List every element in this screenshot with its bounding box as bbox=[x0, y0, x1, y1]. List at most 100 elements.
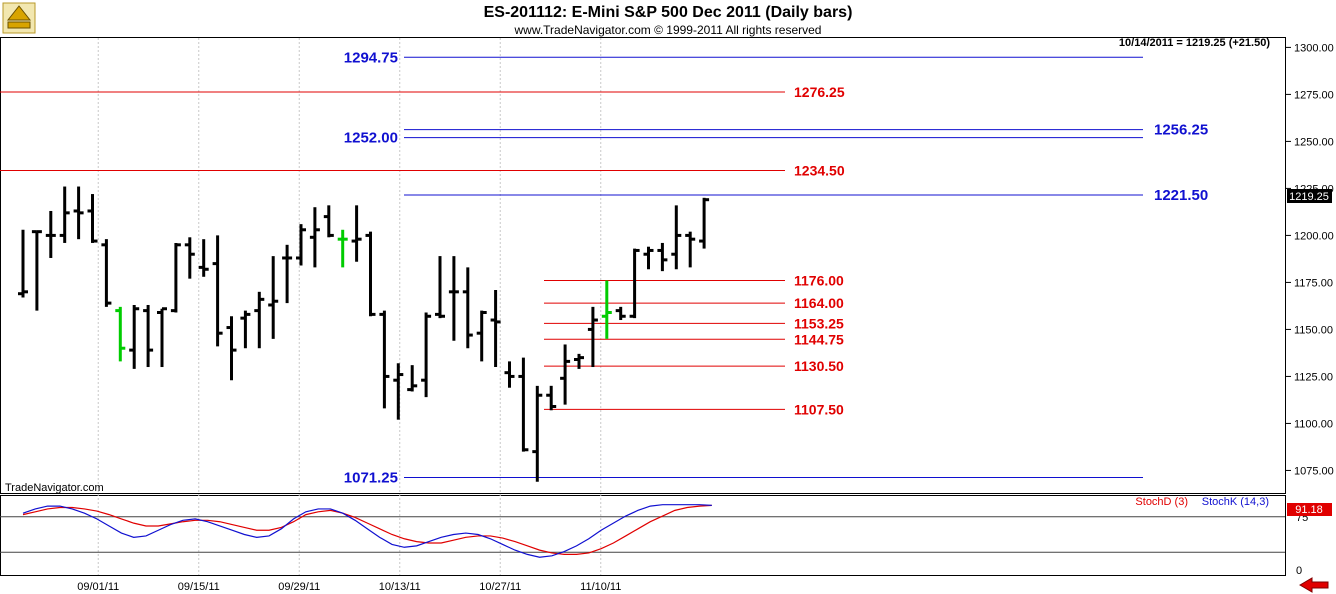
ohlc-bar bbox=[115, 306, 126, 362]
x-tick-label: 09/15/11 bbox=[178, 581, 220, 593]
ohlc-bar bbox=[282, 244, 293, 304]
y-tick-label: 1275.00 bbox=[1294, 89, 1334, 101]
stoch-tick-label: 0 bbox=[1296, 565, 1302, 577]
ohlc-bar bbox=[421, 312, 432, 398]
level-label: 1153.25 bbox=[794, 315, 844, 331]
y-tick-label: 1100.00 bbox=[1294, 418, 1333, 430]
ohlc-bar bbox=[337, 229, 348, 268]
ohlc-bar bbox=[574, 353, 584, 369]
ohlc-bar bbox=[101, 239, 112, 307]
ohlc-bar bbox=[643, 246, 654, 270]
ohlc-bar bbox=[504, 361, 515, 388]
level-label: 1176.00 bbox=[794, 273, 844, 289]
level-label: 1071.25 bbox=[344, 469, 398, 486]
ohlc-bar bbox=[671, 205, 682, 270]
chart-title: ES-201112: E-Mini S&P 500 Dec 2011 (Dail… bbox=[484, 4, 853, 21]
ohlc-bar bbox=[73, 186, 84, 240]
ohlc-bar bbox=[560, 344, 571, 405]
grid bbox=[97, 38, 602, 575]
level-label: 1234.50 bbox=[794, 163, 845, 179]
y-tick-label: 1250.00 bbox=[1294, 136, 1334, 148]
x-tick-label: 09/29/11 bbox=[278, 581, 320, 593]
level-label: 1294.75 bbox=[344, 49, 398, 66]
y-tick-label: 1125.00 bbox=[1294, 371, 1333, 383]
stochastic-panel bbox=[0, 504, 1285, 558]
level-label: 1256.25 bbox=[1154, 122, 1208, 139]
ohlc-bar bbox=[462, 267, 473, 349]
ohlc-bar bbox=[685, 231, 696, 268]
stoch-panel-frame bbox=[0, 495, 1286, 576]
stoch-d-legend: StochD (3) bbox=[1135, 496, 1188, 508]
ohlc-bar bbox=[170, 242, 181, 313]
y-tick-label: 1200.00 bbox=[1294, 230, 1334, 242]
ohlc-bar bbox=[407, 365, 418, 392]
x-tick-label: 09/01/11 bbox=[77, 581, 119, 593]
tradenavigator-logo-icon[interactable] bbox=[2, 2, 36, 34]
ohlc-bar bbox=[490, 289, 501, 368]
ohlc-bar bbox=[18, 229, 28, 298]
ohlc-bar bbox=[587, 306, 598, 368]
x-tick-label: 10/13/11 bbox=[379, 581, 421, 593]
ohlc-bar bbox=[59, 186, 70, 243]
level-lines: 1294.75 1276.25 1256.25 1252.00 1234.50 1221.… bbox=[0, 49, 1208, 486]
ohlc-bar bbox=[615, 306, 626, 321]
ohlc-bar bbox=[31, 230, 42, 311]
y-tick-label: 1150.00 bbox=[1294, 324, 1333, 336]
ohlc-bar bbox=[45, 210, 56, 258]
y-tick-label: 1075.00 bbox=[1294, 465, 1334, 477]
y-tick-label: 1300.00 bbox=[1294, 42, 1334, 54]
ohlc-bar bbox=[351, 205, 362, 262]
ohlc-bar bbox=[629, 248, 640, 319]
level-label: 1164.00 bbox=[794, 295, 844, 311]
ohlc-bar bbox=[240, 310, 251, 349]
level-label: 1276.25 bbox=[794, 84, 845, 100]
level-label: 1252.00 bbox=[344, 130, 398, 147]
x-axis: 09/01/11 09/15/11 09/29/11 10/13/11 10/27/11… bbox=[77, 581, 621, 593]
ohlc-bar bbox=[129, 304, 140, 369]
ohlc-bar bbox=[699, 197, 710, 249]
stoch-value-tag bbox=[1287, 503, 1332, 516]
ohlc-bar bbox=[532, 385, 543, 482]
level-label: 1107.50 bbox=[794, 401, 844, 417]
ohlc-bar bbox=[323, 205, 334, 238]
level-label: 1130.50 bbox=[794, 358, 844, 374]
ohlc-bar bbox=[184, 237, 195, 279]
price-bars bbox=[18, 186, 710, 482]
ohlc-bar bbox=[212, 235, 223, 347]
scroll-left-arrow-icon[interactable] bbox=[1297, 577, 1331, 593]
y-tick-label: 1175.00 bbox=[1294, 277, 1333, 289]
ohlc-bar bbox=[254, 291, 265, 349]
ohlc-bar bbox=[268, 256, 279, 339]
ohlc-bar bbox=[448, 256, 459, 341]
last-price-tag bbox=[1287, 189, 1332, 203]
ohlc-bar bbox=[601, 280, 612, 339]
ohlc-bar bbox=[546, 385, 557, 411]
ohlc-bar bbox=[393, 363, 404, 420]
level-label: 1221.50 bbox=[1154, 187, 1208, 204]
x-tick-label: 10/27/11 bbox=[479, 581, 521, 593]
ohlc-bar bbox=[365, 231, 376, 317]
ohlc-bar bbox=[296, 224, 306, 266]
ohlc-bar bbox=[157, 307, 167, 368]
last-quote: 10/14/2011 = 1219.25 (+21.50) bbox=[1119, 37, 1270, 49]
level-label: 1144.75 bbox=[794, 331, 844, 347]
last-price-label: 1219.25 bbox=[1289, 191, 1329, 203]
ohlc-bar bbox=[143, 304, 154, 368]
ohlc-bar bbox=[379, 310, 390, 409]
x-tick-label: 11/10/11 bbox=[580, 581, 621, 593]
price-panel-frame bbox=[0, 37, 1286, 494]
ohlc-bar bbox=[87, 194, 98, 243]
y-axis: 1075.00 1100.00 1125.00 1150.00 1175.00 1200.… bbox=[1286, 42, 1334, 577]
stoch-k-line bbox=[22, 504, 712, 558]
ohlc-bar bbox=[198, 239, 209, 277]
stoch-k-legend: StochK (14,3) bbox=[1202, 496, 1269, 508]
chart-subtitle: www.TradeNavigator.com © 1999-2011 All r… bbox=[514, 23, 822, 37]
ohlc-bar bbox=[226, 316, 237, 381]
ohlc-bar bbox=[435, 256, 445, 319]
stoch-last-value: 91.18 bbox=[1295, 504, 1323, 516]
watermark: TradeNavigator.com bbox=[5, 482, 104, 494]
ohlc-bar bbox=[518, 357, 529, 452]
stoch-d-line bbox=[22, 504, 712, 555]
ohlc-bar bbox=[476, 310, 487, 362]
